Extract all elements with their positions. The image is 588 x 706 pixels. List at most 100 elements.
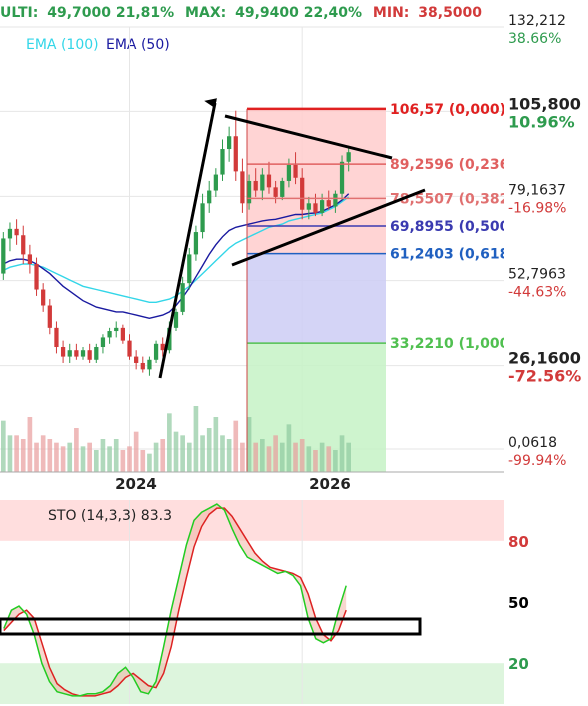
candle-body [173, 311, 179, 328]
candle-body [34, 263, 39, 290]
candle-body [200, 203, 205, 233]
candle-body [187, 254, 192, 284]
volume-bar [339, 435, 345, 472]
candle-body [114, 327, 119, 332]
candle-body [266, 174, 272, 188]
volume-bar [193, 406, 199, 472]
volume-bar [346, 442, 352, 472]
candle-body [140, 362, 145, 370]
volume-bar [107, 446, 112, 472]
fib-zone-middle [247, 253, 386, 344]
candle-body [246, 180, 252, 204]
price-axis-pct: -99.94% [508, 453, 566, 469]
trend-drawings [158, 98, 426, 379]
candle-body [220, 149, 225, 175]
volume-bar [113, 439, 119, 472]
volume-bar [173, 431, 179, 472]
candle-body [1, 238, 6, 274]
candle-body [326, 200, 331, 207]
header-prefix: ULTI: [0, 5, 38, 21]
price-axis-label: 132,212 [508, 13, 566, 29]
header-bar: ULTI: 49,7000 21,81% MAX: 49,9400 22,40%… [0, 5, 482, 21]
time-label-2024: 2024 [115, 475, 157, 493]
candle-body [160, 343, 165, 351]
volume-bar [306, 446, 312, 472]
candle-body [127, 340, 132, 357]
volume-bar [180, 435, 185, 472]
candle-body [233, 136, 238, 172]
fib-label: 78,5507 (0,382 [390, 191, 509, 207]
candle-body [300, 177, 305, 210]
oversold-zone [0, 663, 504, 704]
volume-bar [326, 446, 332, 472]
volume-bar [27, 417, 33, 472]
candle-body [147, 359, 152, 370]
volume-bar [253, 442, 259, 472]
price-axis-pct: -16.98% [508, 200, 566, 216]
volume-bar [200, 435, 205, 472]
candle-body [280, 180, 285, 197]
volume-bar [246, 417, 252, 472]
candle-body [227, 136, 232, 150]
triangle-upper-line [224, 114, 393, 160]
time-label-2026: 2026 [309, 475, 351, 493]
price-axis-label: 26,1600 [508, 349, 581, 368]
volume-bar [20, 439, 26, 472]
candle-body [346, 152, 351, 162]
stochastic-pane: 80 50 20 [0, 500, 529, 704]
fibonacci-zones [247, 108, 386, 472]
volume-bar [80, 446, 86, 472]
volume-bar [60, 446, 66, 472]
volume-bar [120, 450, 126, 472]
support-box [0, 617, 422, 636]
candle-body [207, 190, 212, 204]
fib-label: 106,57 (0,000) [390, 102, 506, 118]
overbought-zone [0, 500, 504, 541]
axis-mask [504, 27, 588, 477]
price-axis-pct: -44.63% [508, 285, 566, 301]
candle-body [167, 327, 172, 351]
volume-bar [153, 442, 159, 472]
candle-body [319, 200, 325, 213]
candle-body [21, 235, 26, 255]
volume-bar [133, 431, 139, 472]
candle-body [80, 350, 86, 357]
candle-body [180, 283, 185, 312]
candle-body [306, 203, 311, 210]
volume-bar [67, 442, 73, 472]
header-max-value: 49,9400 [235, 5, 299, 21]
price-axis-pct: 38.66% [508, 31, 561, 47]
candle-body [67, 350, 72, 357]
candle-body [339, 161, 345, 194]
candle-body [333, 193, 338, 207]
volume-bar [160, 439, 166, 472]
price-axis-pct: -72.56% [508, 367, 581, 386]
volume-bar [140, 450, 146, 472]
candle-body [47, 305, 52, 328]
candle-body [240, 171, 245, 204]
header-max-change: 22,40% [304, 5, 362, 21]
candle-body [27, 254, 33, 264]
volume-bar [220, 435, 225, 472]
fib-label: 33,2210 (1,000 [390, 336, 510, 352]
header-last-change: 21,81% [116, 5, 174, 21]
header-min-value: 38,5000 [418, 5, 482, 21]
volume-bar [167, 413, 172, 472]
volume-bar [34, 442, 39, 472]
candle-body [14, 228, 19, 236]
volume-bar [40, 435, 46, 472]
volume-bar [7, 435, 13, 472]
price-axis-label: 105,800 [508, 94, 581, 113]
volume-bar [279, 442, 285, 472]
volume-bar [47, 439, 53, 472]
volume-bar [293, 442, 298, 472]
volume-bar [299, 439, 305, 472]
volume-bar [266, 446, 272, 472]
volume-bar [240, 442, 245, 472]
volume-bar [127, 446, 132, 472]
legend-ema100: EMA (100) [26, 37, 99, 53]
header-max-label: MAX: [185, 5, 226, 21]
osc-level-label: 50 [508, 594, 529, 612]
trend-arrow [158, 98, 217, 379]
